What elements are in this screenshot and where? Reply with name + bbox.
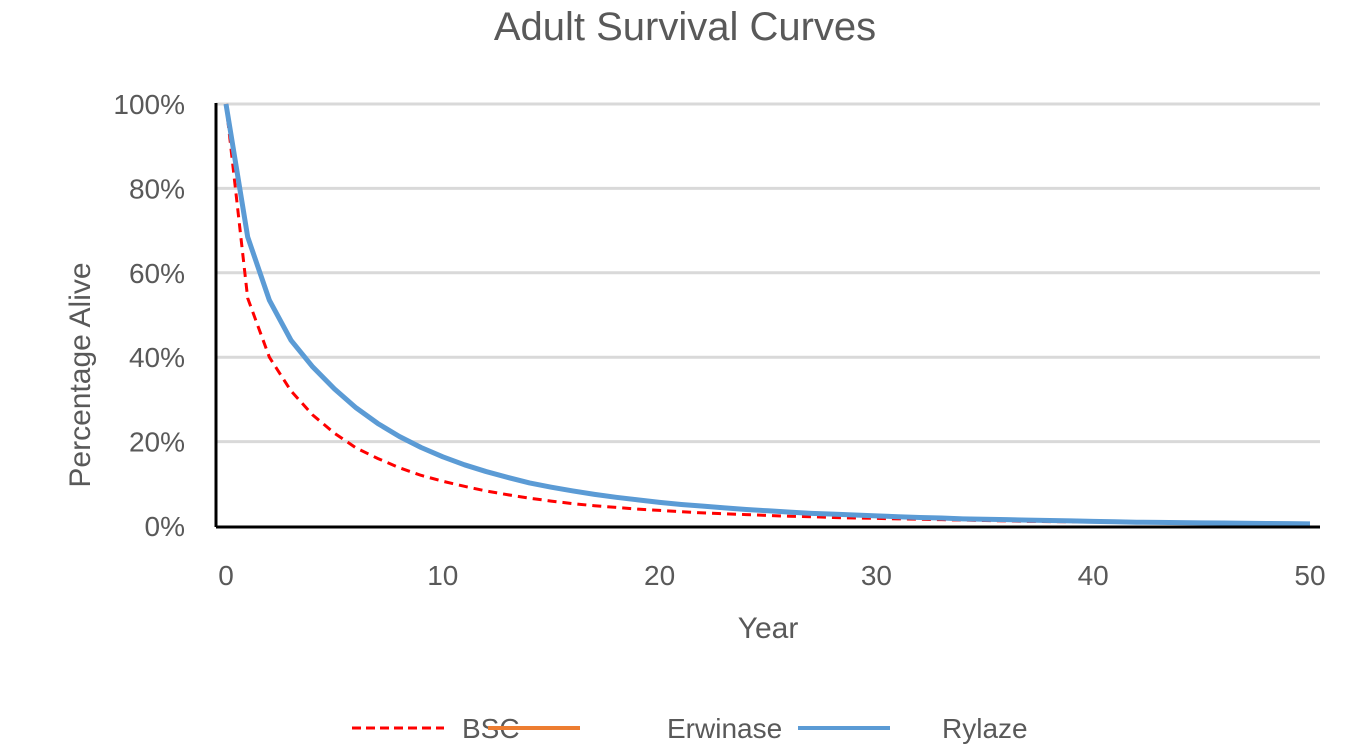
y-tick-labels: 0% 20% 40% 60% 80% 100% [113,89,185,542]
y-tick-label: 100% [113,89,185,120]
legend: BSC Erwinase Rylaze [352,713,1028,744]
x-tick-label: 10 [427,560,458,591]
chart-title: Adult Survival Curves [494,5,876,49]
x-tick-label: 0 [218,560,234,591]
y-axis-label: Percentage Alive [64,262,97,487]
series-line-bsc [224,103,1311,526]
legend-label-erwinase: Erwinase [667,713,782,744]
x-tick-label: 20 [644,560,675,591]
y-tick-label: 40% [129,342,185,373]
x-tick-label: 40 [1078,560,1109,591]
gridlines [216,102,1320,444]
legend-label-rylaze: Rylaze [942,713,1028,744]
y-tick-label: 0% [145,511,185,542]
series-line-rylaze [223,103,1311,527]
y-tick-label: 20% [129,427,185,458]
x-tick-label: 30 [861,560,892,591]
x-tick-labels: 0 10 20 30 40 50 [218,560,1325,591]
y-tick-label: 80% [129,173,185,204]
series-line-erwinase [224,103,1311,526]
x-tick-label: 50 [1294,560,1325,591]
y-tick-label: 60% [129,258,185,289]
x-axis-label: Year [738,612,799,645]
series-lines [223,103,1311,527]
